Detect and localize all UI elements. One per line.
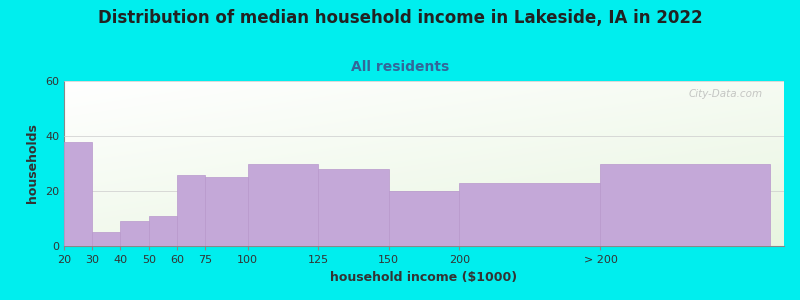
Bar — [459, 183, 601, 246]
Bar — [601, 164, 770, 246]
X-axis label: household income ($1000): household income ($1000) — [330, 271, 518, 284]
Bar — [205, 177, 247, 246]
Bar — [149, 216, 177, 246]
Bar — [64, 142, 92, 246]
Text: All residents: All residents — [351, 60, 449, 74]
Bar — [121, 221, 149, 246]
Y-axis label: households: households — [26, 124, 39, 203]
Bar — [318, 169, 389, 246]
Bar — [92, 232, 121, 246]
Bar — [177, 175, 205, 246]
Text: City-Data.com: City-Data.com — [688, 89, 762, 99]
Bar — [389, 191, 459, 246]
Bar — [247, 164, 318, 246]
Text: Distribution of median household income in Lakeside, IA in 2022: Distribution of median household income … — [98, 9, 702, 27]
